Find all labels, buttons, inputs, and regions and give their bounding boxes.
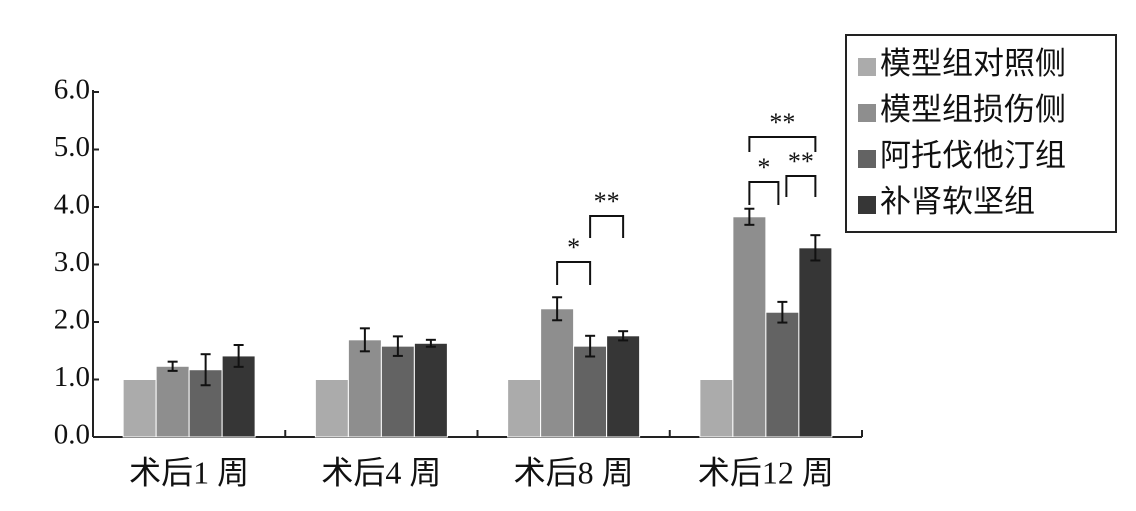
significance-bracket xyxy=(556,261,592,285)
y-tick-label: 2.0 xyxy=(54,304,90,336)
bar xyxy=(765,311,800,438)
bar xyxy=(380,345,415,438)
significance-label: ** xyxy=(769,108,795,137)
significance-bracket xyxy=(589,215,625,238)
x-tick-label: 术后12 周 xyxy=(698,454,834,490)
legend-label: 模型组损伤侧 xyxy=(880,92,1066,127)
y-tick-label: 1.0 xyxy=(54,361,90,393)
significance-bracket xyxy=(748,181,780,205)
legend-swatch xyxy=(858,104,876,122)
significance-bracket xyxy=(785,175,817,197)
bar xyxy=(798,247,833,438)
significance-label: * xyxy=(567,233,580,262)
bar xyxy=(122,379,157,438)
significance-label: ** xyxy=(788,147,814,176)
bar xyxy=(540,308,575,438)
bar xyxy=(699,379,734,438)
legend-label: 补肾软坚组 xyxy=(880,184,1035,219)
significance-bracket xyxy=(748,136,817,152)
legend-label: 模型组对照侧 xyxy=(880,46,1066,81)
bar xyxy=(314,379,349,438)
x-tick-label: 术后4 周 xyxy=(321,454,441,490)
legend-box xyxy=(845,34,1117,233)
legend-swatch xyxy=(858,150,876,168)
x-tick-label: 术后1 周 xyxy=(129,454,249,490)
bar xyxy=(413,342,448,438)
y-tick-label: 4.0 xyxy=(54,189,90,221)
legend-swatch xyxy=(858,196,876,214)
bar xyxy=(732,216,767,438)
y-tick-label: 5.0 xyxy=(54,131,90,163)
y-tick-label: 3.0 xyxy=(54,246,90,278)
significance-label: * xyxy=(757,153,770,182)
y-tick-label: 6.0 xyxy=(54,74,90,106)
legend-swatch xyxy=(858,58,876,76)
significance-label: ** xyxy=(594,187,620,216)
bar xyxy=(573,345,608,438)
bar xyxy=(155,365,190,438)
bar xyxy=(507,379,542,438)
y-tick-label: 0.0 xyxy=(54,419,90,451)
bar xyxy=(347,339,382,438)
x-tick-label: 术后8 周 xyxy=(514,454,634,490)
bar xyxy=(606,335,641,438)
bar xyxy=(221,355,256,438)
legend-label: 阿托伐他汀组 xyxy=(880,138,1066,173)
